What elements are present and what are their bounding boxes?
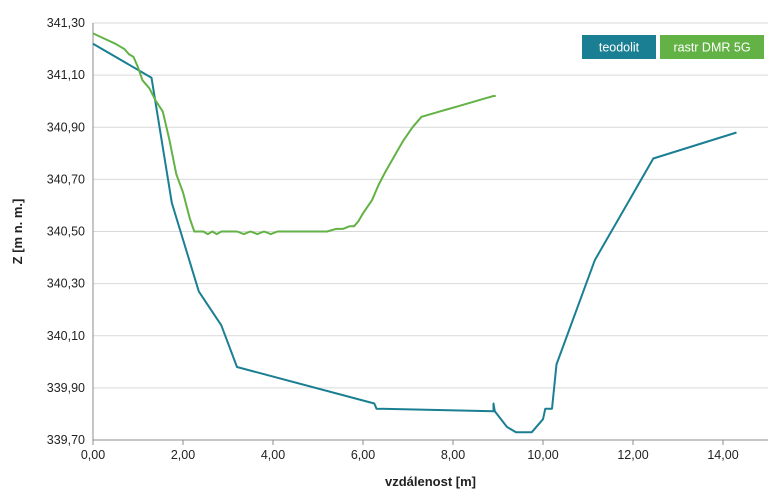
- y-tick-label: 340,90: [47, 120, 85, 134]
- x-tick-label: 12,00: [617, 448, 648, 462]
- legend-label: teodolit: [599, 41, 640, 55]
- y-tick-label: 341,10: [47, 68, 85, 82]
- legend-label: rastr DMR 5G: [673, 41, 750, 55]
- legend-swatch: [582, 35, 656, 59]
- y-tick-label: 339,90: [47, 381, 85, 395]
- x-tick-label: 6,00: [351, 448, 375, 462]
- legend-swatch: [660, 35, 764, 59]
- y-tick-label: 340,10: [47, 329, 85, 343]
- axes: 339,70 339,90 340,10 340,30 340,50 340,70 340,…: [47, 16, 768, 462]
- x-tick-label: 4,00: [261, 448, 285, 462]
- y-tick-label: 341,30: [47, 16, 85, 30]
- data-series: [92, 32, 737, 434]
- series-line-2: [92, 32, 496, 236]
- y-tick-label: 340,30: [47, 277, 85, 291]
- gridlines: [93, 22, 768, 389]
- x-tick-label: 10,00: [527, 448, 558, 462]
- y-axis-title: Z [m n. m.]: [10, 199, 25, 265]
- x-tick-label: 14,00: [707, 448, 738, 462]
- x-tick-label: 8,00: [441, 448, 465, 462]
- series-line-1: [92, 42, 737, 434]
- y-tick-label: 339,70: [47, 433, 85, 447]
- legend: teodolit rastr DMR 5G: [582, 35, 764, 59]
- y-tick-label: 340,50: [47, 225, 85, 239]
- x-axis-title: vzdálenost [m]: [385, 474, 476, 489]
- y-tick-label: 340,70: [47, 172, 85, 186]
- x-tick-label: 2,00: [171, 448, 195, 462]
- x-tick-label: 0,00: [81, 448, 105, 462]
